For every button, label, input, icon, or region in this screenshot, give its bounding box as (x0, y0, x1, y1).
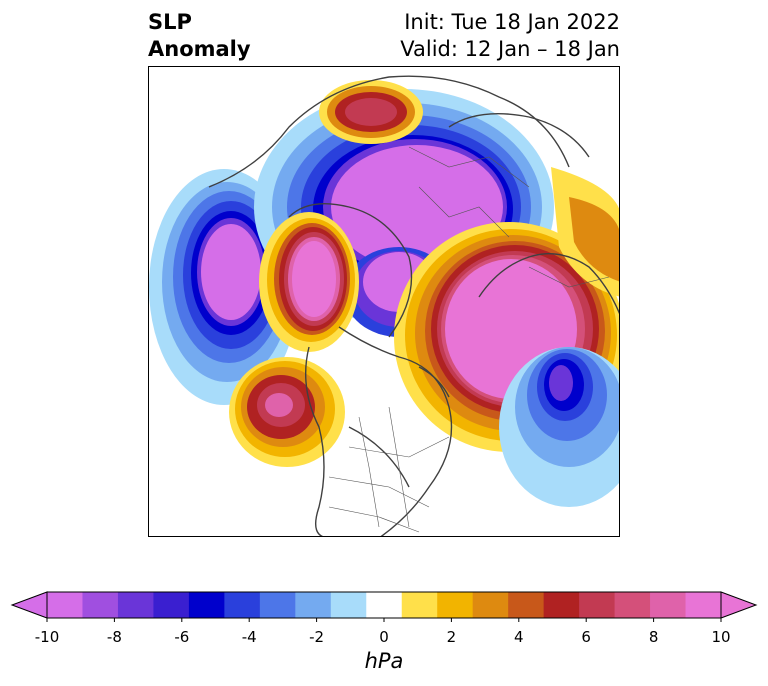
title-right: Init: Tue 18 Jan 2022 Valid: 12 Jan – 18… (400, 9, 620, 63)
colorbar-tick-label: -4 (241, 628, 257, 646)
colorbar (10, 591, 758, 622)
map-panel (148, 66, 620, 537)
colorbar-segment (614, 592, 651, 618)
scandinavia-high (319, 80, 423, 144)
colorbar-segment (472, 592, 509, 618)
init-date: Init: Tue 18 Jan 2022 (404, 10, 620, 34)
colorbar-segment (543, 592, 580, 618)
colorbar-segment (508, 592, 545, 618)
colorbar-tick-label: -6 (174, 628, 190, 646)
colorbar-extend-low (10, 591, 48, 619)
valid-range: Valid: 12 Jan – 18 Jan (400, 37, 620, 61)
colorbar-tick-label: 0 (379, 628, 389, 646)
colorbar-tick-label: 2 (446, 628, 457, 646)
anomaly-map (149, 67, 619, 536)
colorbar-segment (259, 592, 296, 618)
title-line-2: Anomaly (148, 37, 251, 61)
atlantic-low (499, 347, 619, 507)
colorbar-tick-label: 8 (648, 628, 659, 646)
colorbar-segment (366, 592, 403, 618)
colorbar-segment (579, 592, 616, 618)
title-line-1: SLP (148, 10, 192, 34)
colorbar-segment (295, 592, 332, 618)
siberian-high (259, 212, 359, 352)
colorbar-extend-high (720, 591, 758, 619)
coastlines (208, 75, 619, 536)
colorbar-segment (330, 592, 367, 618)
colorbar-segment (82, 592, 119, 618)
eastern-europe-high (551, 167, 619, 297)
pacific-nw-high (229, 357, 345, 467)
title-left: SLP Anomaly (148, 9, 251, 63)
colorbar-segment (401, 592, 438, 618)
colorbar-tick-label: -10 (34, 628, 60, 646)
colorbar-segment (650, 592, 687, 618)
colorbar-segment (437, 592, 474, 618)
colorbar-tick-label: 4 (514, 628, 524, 646)
colorbar-tick-label: 6 (581, 628, 591, 646)
colorbar-segment (224, 592, 261, 618)
colorbar-tick-label: -8 (106, 628, 122, 646)
colorbar-segment (153, 592, 190, 618)
colorbar-segment (685, 592, 722, 618)
political-borders (328, 146, 610, 533)
colorbar-tick-label: 10 (711, 628, 731, 646)
colorbar-units: hPa (364, 649, 404, 673)
colorbar-segment (188, 592, 225, 618)
colorbar-segment (47, 592, 84, 618)
colorbar-segment (117, 592, 155, 618)
colorbar-tick-label: -2 (309, 628, 325, 646)
